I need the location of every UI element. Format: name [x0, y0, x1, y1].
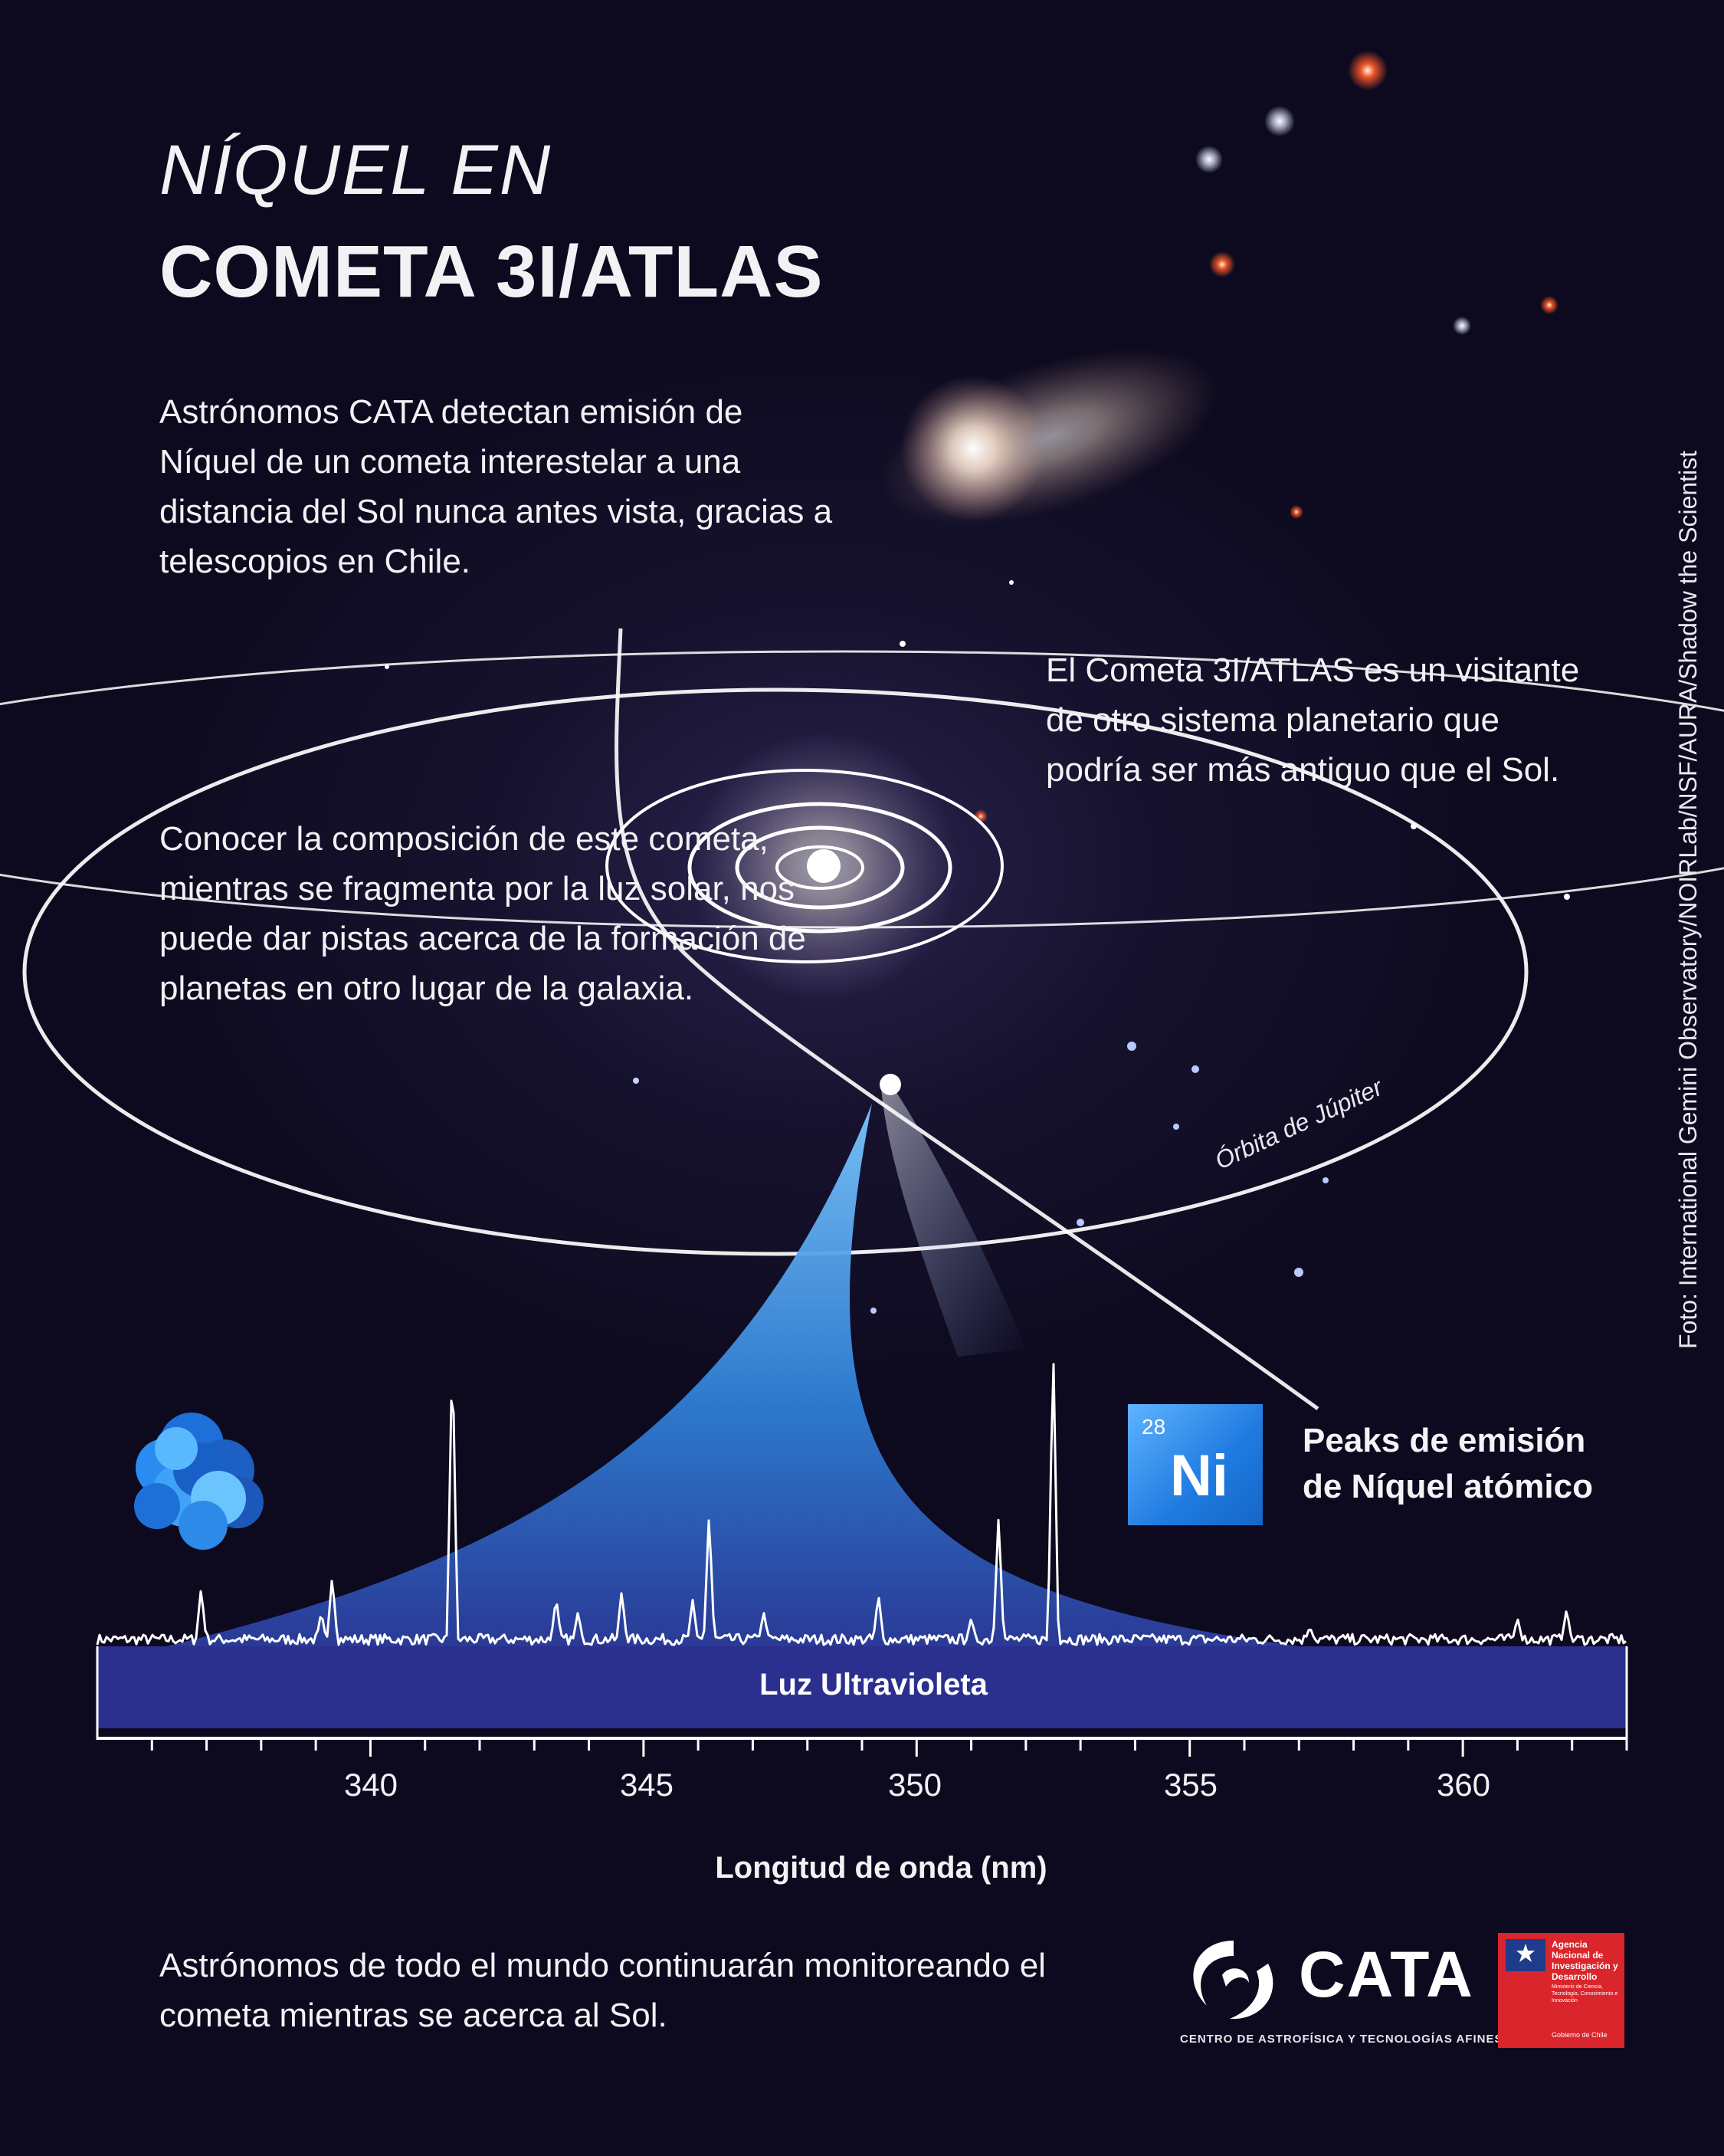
- closing-paragraph: Astrónomos de todo el mundo continuarán …: [159, 1947, 1046, 2034]
- chile-emblem-icon: [1506, 1939, 1545, 1971]
- composition-paragraph: Conocer la composición de este cometa, m…: [159, 820, 806, 1007]
- jupiter-orbit: [22, 687, 1529, 1256]
- photo-credit: Foto: International Gemini Observatory/N…: [1674, 450, 1702, 1349]
- anid-logo: Agencia Nacional de Investigación y Desa…: [1498, 1933, 1624, 2048]
- tick-label-345: 345: [619, 1767, 674, 1803]
- peaks-label: Peaks de emisión de Níquel atómico: [1303, 1418, 1593, 1510]
- cata-subtitle: CENTRO DE ASTROFÍSICA Y TECNOLOGÍAS AFIN…: [1180, 2033, 1503, 2046]
- inner-orbits: [605, 769, 1004, 963]
- photo-comet-head: [900, 376, 1046, 521]
- cata-swirl-icon: [1193, 1941, 1273, 2020]
- comet-tail: [881, 1081, 1027, 1357]
- peaks-label-line-1: Peaks de emisión: [1303, 1422, 1586, 1459]
- title-line-2: COMETA 3I/ATLAS: [159, 231, 824, 313]
- anid-ministry: Ministerio de Ciencia, Tecnología, Conoc…: [1552, 1984, 1618, 2003]
- tick-label-340: 340: [343, 1767, 398, 1803]
- anid-government: Gobierno de Chile: [1552, 2031, 1608, 2039]
- spectrum-line: [96, 1363, 1627, 1646]
- sun: [807, 849, 841, 883]
- visitor-paragraph: El Cometa 3I/ATLAS es un visitante de ot…: [1046, 651, 1580, 789]
- comet-trajectory: [615, 628, 1319, 1411]
- title-line-1: NÍQUEL EN: [159, 131, 552, 209]
- element-symbol: Ni: [1170, 1443, 1228, 1508]
- outer-orbit: [0, 650, 1724, 929]
- anid-name: Agencia Nacional de Investigación y Desa…: [1552, 1939, 1618, 1982]
- nickel-atom-icon: [134, 1413, 264, 1550]
- uv-band: [97, 1646, 1627, 1728]
- intro-paragraph: Astrónomos CATA detectan emisión de Níqu…: [159, 393, 833, 580]
- tick-label-355: 355: [1163, 1767, 1218, 1803]
- uv-band-label: Luz Ultravioleta: [759, 1668, 988, 1702]
- atomic-number: 28: [1142, 1415, 1166, 1439]
- comet-3i-atlas: [880, 1074, 901, 1095]
- nickel-element-tile: 28 Ni: [1128, 1404, 1263, 1525]
- x-axis-ticks: [150, 1738, 1628, 1757]
- x-axis-label: Longitud de onda (nm): [715, 1851, 1047, 1885]
- cata-logo-text: CATA: [1299, 1938, 1474, 2010]
- peaks-label-line-2: de Níquel atómico: [1303, 1468, 1593, 1505]
- tick-label-350: 350: [887, 1767, 942, 1803]
- spectrum-zoom-cone: [161, 1104, 1310, 1648]
- tick-label-360: 360: [1436, 1767, 1491, 1803]
